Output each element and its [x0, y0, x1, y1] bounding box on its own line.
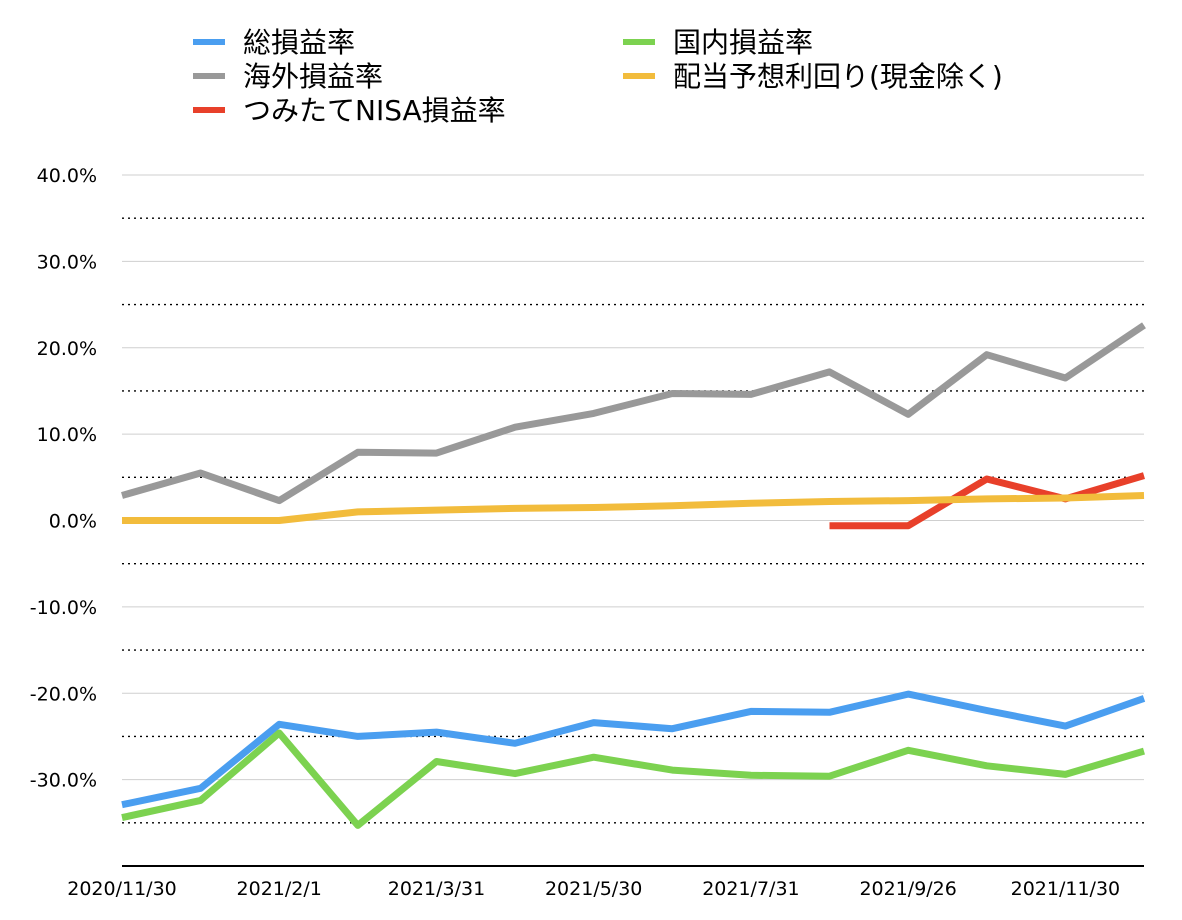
series-lines [121, 322, 1146, 829]
legend-item-foreign: 海外損益率 [193, 60, 383, 93]
series-line-total [121, 690, 1146, 809]
y-tick-label: -10.0% [30, 597, 97, 619]
y-tick-label: -30.0% [30, 770, 97, 792]
legend-label-dividend: 配当予想利回り(現金除く) [673, 60, 1003, 93]
y-tick-label: 30.0% [37, 251, 97, 273]
legend-item-total: 総損益率 [193, 26, 355, 59]
y-tick-label: 20.0% [37, 338, 97, 360]
legend-item-nisa: つみたてNISA損益率 [193, 94, 506, 127]
x-tick-label: 2021/7/31 [702, 878, 799, 900]
x-tick-label: 2021/5/30 [545, 878, 642, 900]
series-line-nisa [829, 472, 1145, 530]
legend-item-dividend: 配当予想利回り(現金除く) [623, 60, 1003, 93]
x-tick-label: 2021/11/30 [1011, 878, 1121, 900]
series-line-dividend [122, 492, 1145, 524]
x-tick-label: 2021/3/31 [388, 878, 485, 900]
y-tick-label: 0.0% [49, 511, 97, 533]
legend-item-domestic: 国内損益率 [623, 26, 813, 59]
y-tick-label: -20.0% [30, 683, 97, 705]
x-tick-label: 2021/2/1 [237, 878, 322, 900]
y-tick-label: 10.0% [37, 424, 97, 446]
grid [122, 174, 1144, 824]
legend-label-domestic: 国内損益率 [673, 26, 813, 59]
x-tick-label: 2021/9/26 [859, 878, 956, 900]
x-tick-label: 2020/11/30 [67, 878, 177, 900]
y-axis-tick-labels: 40.0% 30.0% 20.0% 10.0% 0.0% -10.0% -20.0% -30.… [30, 165, 97, 792]
legend-label-total: 総損益率 [243, 26, 355, 59]
legend-label-foreign: 海外損益率 [243, 60, 383, 93]
y-tick-label: 40.0% [37, 165, 97, 187]
x-axis-tick-labels: 2020/11/30 2021/2/1 2021/3/31 2021/5/30 2021… [67, 878, 1120, 900]
legend: 総損益率 海外損益率 つみたてNISA損益率 国内損益率 配当予想利回り(現金除… [193, 26, 1003, 127]
legend-label-nisa: つみたてNISA損益率 [243, 94, 506, 127]
series-line-domestic [121, 729, 1145, 829]
series-line-foreign [121, 322, 1146, 505]
